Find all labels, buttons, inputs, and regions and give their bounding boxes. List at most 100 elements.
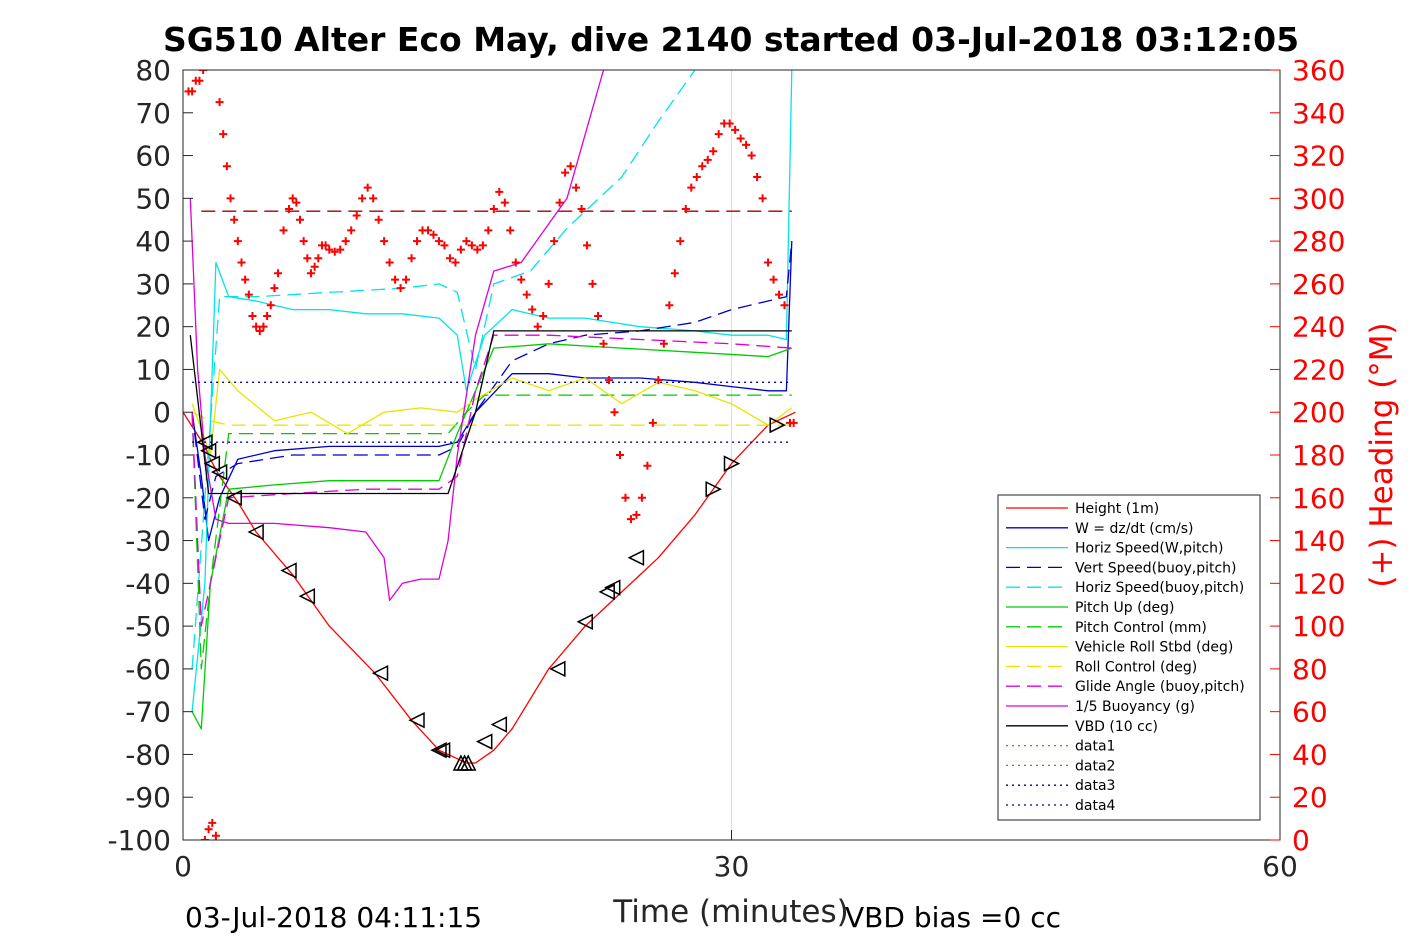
heading-point [725,119,734,128]
heading-point [654,376,663,385]
heading-point [561,168,570,177]
heading-point [402,275,411,284]
heading-point [632,510,641,519]
heading-point [445,254,454,263]
heading-point [314,254,323,263]
legend-label-3: Vert Speed(buoy,pitch) [1075,560,1237,576]
y-right-tick-label: 220 [1292,353,1345,386]
heading-point [263,311,272,320]
heading-point [456,245,465,254]
heading-point [230,215,239,224]
series-line-10 [189,70,605,602]
series-line-11 [189,330,792,495]
depth-marker-triangle [430,741,447,759]
y-tick-label: 0 [153,396,171,429]
y-right-tick-label: 320 [1292,140,1345,173]
heading-point [288,194,297,203]
series-line-2 [191,70,793,712]
heading-point [321,241,330,250]
y-right-tick-label: 300 [1292,182,1345,215]
heading-point [605,376,614,385]
heading-point [199,70,208,74]
depth-marker-triangle [196,433,213,451]
heading-point [200,836,209,840]
heading-point [615,451,624,459]
heading-point [789,418,798,427]
y-right-tick-label: 200 [1292,396,1345,429]
y-tick-label: 10 [135,353,171,386]
heading-point [208,818,217,827]
y-tick-label: 20 [135,311,171,344]
y-right-tick-label: 240 [1292,311,1345,344]
y-axis-right-label: (+) Heading (°M) [1364,322,1400,587]
y-tick-label: -100 [107,824,171,857]
legend-label-0: Height (1m) [1075,501,1159,517]
heading-point [533,322,542,331]
y-right-tick-label: 60 [1292,696,1328,729]
depth-marker-triangle [476,733,493,750]
depth-marker-triangle [247,523,264,541]
heading-point [407,254,416,263]
heading-point [270,284,279,293]
heading-point [241,275,250,284]
y-tick-label: -30 [125,525,171,558]
depth-marker-triangle [280,562,297,579]
heading-point [637,493,646,502]
heading-point [473,245,482,254]
heading-point [670,269,679,278]
y-right-tick-label: 280 [1292,225,1345,258]
depth-marker-triangle [576,613,593,631]
legend-label-5: Pitch Up (deg) [1075,600,1174,616]
heading-point [731,125,740,134]
legend: Height (1m) W = dz/dt (cm/s) Horiz Speed(W… [997,494,1261,821]
y-right-tick-label: 40 [1292,738,1328,771]
heading-point [222,162,231,171]
heading-point [764,258,773,267]
heading-point [358,194,367,203]
series-line-9 [191,334,792,627]
axis-ticks: 0 30 6080706050403020100-10-20-30-40-50-60… [107,54,1345,883]
y-tick-label: 50 [135,182,171,215]
x-axis-label: Time (minutes) [612,894,848,930]
heading-point [780,301,789,310]
depth-marker-triangle [408,711,425,729]
y-right-tick-label: 340 [1292,97,1345,130]
legend-label-15: data4 [1075,798,1116,814]
heading-point [215,98,224,107]
heading-point [296,215,305,224]
depth-marker-triangle [298,587,316,605]
heading-point [285,205,294,214]
depth-marker-triangle [199,442,217,459]
heading-point [648,418,657,427]
heading-point [244,290,253,299]
heading-point [303,254,312,263]
y-right-tick-label: 140 [1292,525,1345,558]
series-line-5 [191,343,793,730]
heading-point [219,130,228,139]
heading-point [698,162,707,171]
legend-label-6: Pitch Control (mm) [1075,620,1207,636]
y-right-tick-label: 180 [1292,439,1345,472]
y-right-tick-label: 80 [1292,653,1328,686]
heading-point [736,134,745,143]
heading-point [610,408,619,417]
heading-point [753,172,762,181]
depth-marker-triangle [604,579,621,596]
heading-point [588,279,597,288]
heading-point [391,275,400,284]
series-line-7 [191,368,793,456]
heading-point [385,258,394,267]
heading-point [478,241,487,250]
heading-point [330,247,339,256]
heading-point [681,205,690,214]
depth-marker-triangle [549,660,566,678]
y-tick-label: 60 [135,140,171,173]
heading-point [659,339,668,348]
depth-marker-triangle [627,549,645,566]
heading-point [211,831,220,840]
heading-point [528,305,537,314]
heading-point [643,461,652,470]
heading-point [440,241,449,250]
heading-point [775,290,784,299]
heading-point [380,237,389,246]
